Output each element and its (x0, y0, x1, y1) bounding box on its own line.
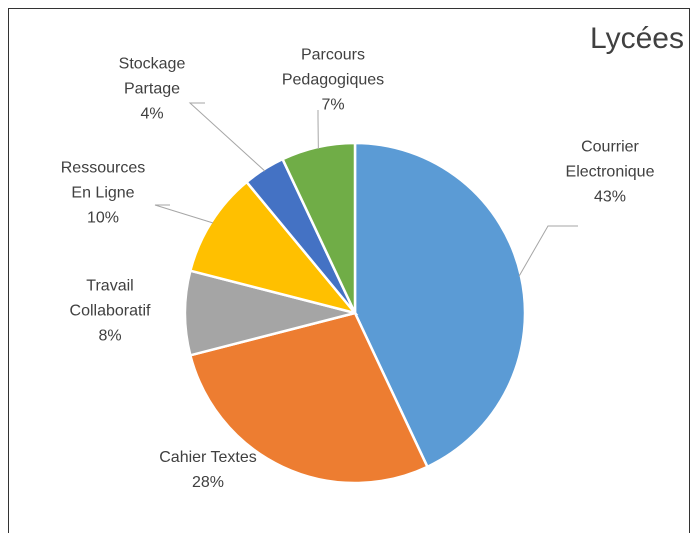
value-label: 4% (140, 105, 164, 123)
category-label: Ressources En Ligne (60, 159, 146, 202)
value-label: 8% (98, 327, 122, 345)
data-label: Cahier Textes 28% (154, 445, 262, 495)
chart-border (8, 8, 690, 533)
pie-slice (188, 311, 430, 485)
data-label: Parcours Pedagogiques 7% (279, 43, 387, 118)
value-label: 43% (593, 188, 627, 206)
leader-line (518, 225, 578, 277)
pie-slice (353, 141, 527, 469)
chart-title: Lycées (590, 22, 684, 55)
category-label: Parcours Pedagogiques (281, 46, 385, 89)
value-label: 28% (191, 474, 225, 491)
data-label: Travail Collaboratif 8% (56, 274, 164, 349)
leader-line (188, 102, 266, 172)
value-label: 7% (321, 96, 345, 114)
value-label: 10% (86, 209, 120, 227)
data-label: Stockage Partage 4% (98, 52, 206, 127)
category-label: Stockage Partage (118, 55, 186, 98)
category-label: Courrier Electronique (565, 138, 655, 181)
leader-line (154, 204, 214, 224)
pie-slice (188, 180, 359, 316)
data-label: Courrier Electronique 43% (556, 135, 664, 210)
category-label: Cahier Textes (159, 449, 257, 466)
category-label: Travail Collaboratif (69, 277, 151, 320)
data-label: Ressources En Ligne 10% (49, 156, 157, 231)
